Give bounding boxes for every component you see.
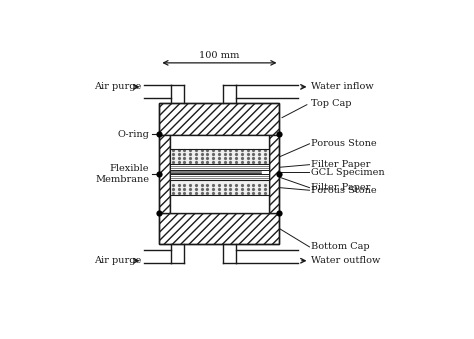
Text: Bottom Cap: Bottom Cap — [311, 242, 369, 252]
Bar — [159, 103, 280, 244]
Bar — [170, 135, 269, 213]
Text: Flexible
Membrane: Flexible Membrane — [95, 164, 149, 183]
Bar — [269, 135, 280, 213]
Text: Air purge: Air purge — [94, 82, 141, 92]
Text: Filter Paper: Filter Paper — [311, 183, 370, 192]
Text: Top Cap: Top Cap — [311, 99, 351, 108]
Bar — [170, 149, 269, 164]
Text: 100 mm: 100 mm — [199, 51, 240, 60]
Bar — [170, 170, 269, 174]
Bar — [170, 180, 269, 195]
Text: Porous Stone: Porous Stone — [311, 186, 376, 195]
Text: O-ring: O-ring — [117, 130, 149, 139]
Bar — [170, 174, 269, 180]
Text: Water inflow: Water inflow — [311, 82, 374, 92]
Bar — [159, 213, 280, 244]
Text: GCL Specimen: GCL Specimen — [311, 168, 384, 177]
Text: Porous Stone: Porous Stone — [311, 139, 376, 148]
Bar — [159, 103, 280, 135]
Bar — [159, 135, 170, 213]
Text: Air purge: Air purge — [94, 256, 141, 265]
Text: Water outflow: Water outflow — [311, 256, 380, 265]
Text: Filter Paper: Filter Paper — [311, 160, 370, 169]
Bar — [170, 164, 269, 170]
